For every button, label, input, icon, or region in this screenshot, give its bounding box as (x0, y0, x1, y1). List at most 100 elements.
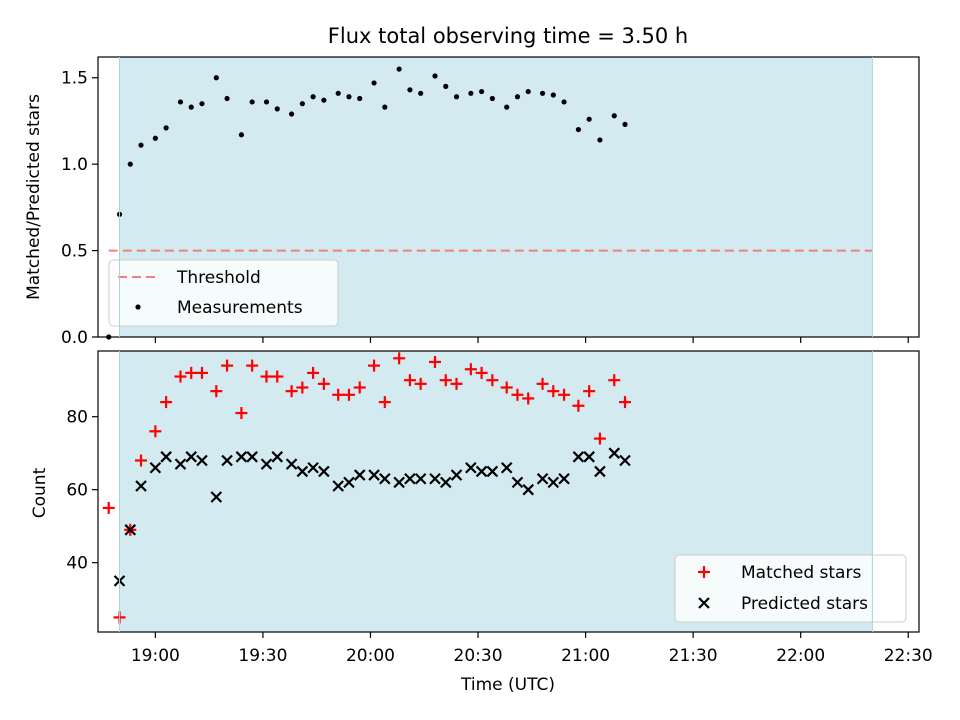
matched-star-point (378, 396, 391, 409)
matched-star-point (439, 374, 452, 387)
measurement-point (514, 94, 521, 100)
measurement-point (561, 99, 567, 105)
measurement-point (396, 66, 402, 72)
predicted-star-point (135, 480, 147, 492)
matched-stars-legend-label: Matched stars (741, 563, 861, 583)
count-x-tick-label: 22:00 (776, 646, 825, 666)
measurement-point (163, 125, 169, 131)
predicted-star-point (353, 469, 366, 481)
matched-star-point (285, 385, 298, 398)
matched-star-point (536, 377, 549, 390)
predicted-star-point (149, 462, 162, 474)
measurements-series (106, 66, 628, 340)
matched-star-point (174, 370, 187, 383)
predicted-star-point (558, 472, 570, 485)
predicted-star-marker-b (135, 480, 147, 492)
predicted-star-point (379, 472, 391, 485)
predicted-star-marker-b (500, 462, 513, 474)
predicted-star-point (210, 491, 223, 503)
matched-star-point (403, 374, 416, 387)
ratio-y-tick-label: 0.5 (61, 242, 88, 262)
predicted-star-point (221, 454, 233, 467)
measurement-point (575, 126, 582, 133)
matched-star-point (608, 374, 621, 387)
ratio-panel: 0.0 0.5 1.0 1.5 Matched/Predicted stars Thr… (24, 56, 920, 348)
predicted-star-marker-b (332, 480, 344, 492)
measurement-point (382, 104, 388, 110)
predicted-star-point (465, 462, 477, 474)
matched-stars-series (102, 352, 632, 624)
matched-star-point (160, 396, 173, 409)
predicted-star-marker-b (572, 451, 585, 463)
count-x-tick-label: 20:00 (346, 646, 395, 666)
predicted-star-point (393, 476, 405, 489)
predicted-star-point (572, 451, 585, 463)
matched-stars-legend-swatch (698, 566, 710, 578)
matched-star-point (486, 374, 499, 387)
measurement-point (310, 94, 316, 100)
matched-star-point (475, 366, 488, 379)
measurement-point (597, 137, 603, 143)
ratio-legend: Threshold Measurements (108, 259, 339, 327)
predicted-star-point (174, 458, 187, 470)
matched-star-point (558, 388, 571, 401)
predicted-star-marker-b (450, 469, 463, 481)
predicted-star-marker-b (429, 472, 441, 485)
measurement-point (443, 83, 449, 89)
predicted-star-marker-b (174, 458, 187, 470)
measurement-point (299, 101, 305, 107)
measurements-legend-swatch (135, 304, 141, 310)
matched-star-point (547, 385, 560, 398)
count-y-tick-label: 60 (66, 481, 88, 501)
predicted-star-point (343, 476, 355, 489)
measurement-point (249, 99, 255, 105)
count-x-tick-label: 19:30 (238, 646, 287, 666)
predicted-star-marker-b (404, 472, 416, 485)
predicted-stars-legend-label: Predicted stars (741, 594, 868, 614)
predicted-star-marker-b (353, 469, 366, 481)
count-x-tick-label: 21:00 (561, 646, 610, 666)
measurement-point (238, 132, 245, 138)
predicted-star-point (160, 451, 172, 463)
predicted-star-marker-b (124, 524, 137, 536)
predicted-star-point (414, 472, 427, 485)
predicted-star-point (285, 458, 298, 470)
predicted-star-marker-b (185, 451, 197, 463)
predicted-star-marker-b (536, 472, 549, 485)
predicted-star-marker-b (271, 451, 284, 463)
predicted-star-point (296, 465, 309, 478)
predicted-star-point (475, 465, 488, 478)
measurement-point (489, 95, 495, 102)
predicted-star-marker-b (246, 451, 258, 463)
measurement-point (199, 101, 205, 107)
ratio-y-ticks: 0.0 0.5 1.0 1.5 (61, 69, 98, 348)
matched-star-point (342, 388, 355, 401)
matched-star-point (450, 377, 463, 390)
predicted-star-marker-b (260, 458, 273, 470)
predicted-star-marker-b (318, 465, 330, 478)
measurement-point (418, 90, 424, 96)
matched-star-point (500, 381, 513, 394)
measurement-point (357, 95, 363, 102)
matched-star-point (149, 425, 162, 438)
matched-star-point (235, 407, 248, 420)
count-legend-box (674, 554, 907, 623)
predicted-star-point (332, 480, 344, 492)
count-x-tick-label: 21:30 (669, 646, 718, 666)
predicted-star-marker-b (522, 483, 534, 496)
predicted-star-point (439, 476, 452, 489)
matched-star-point (296, 381, 309, 394)
ratio-y-tick-label: 1.0 (61, 155, 88, 175)
count-x-ticks: 19:00 19:30 20:00 20:30 21:00 21:30 22:00 22:30 (131, 632, 933, 666)
matched-star-point (332, 388, 345, 401)
matched-star-point (619, 396, 632, 409)
predicted-stars-series (113, 447, 631, 587)
measurement-point (586, 116, 592, 122)
matched-star-point (572, 399, 585, 412)
predicted-star-marker-b (608, 447, 621, 459)
matched-star-point (195, 366, 208, 379)
predicted-star-point (583, 451, 595, 463)
matched-star-point (353, 381, 366, 394)
matched-star-point (368, 359, 381, 372)
measurements-legend-label: Measurements (177, 298, 303, 318)
